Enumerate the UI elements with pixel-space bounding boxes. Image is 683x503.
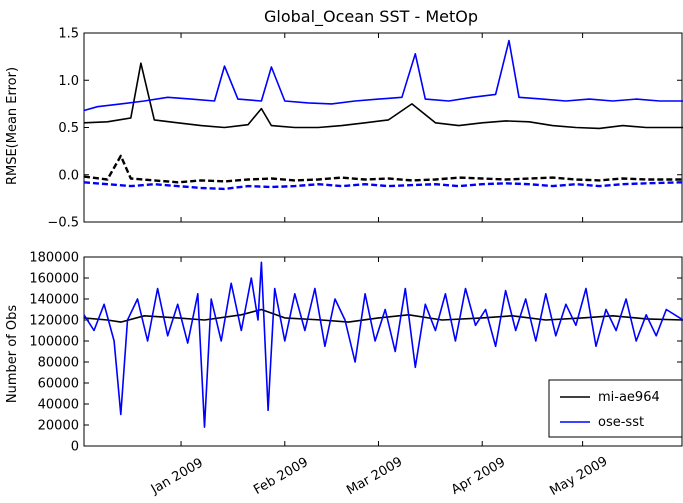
xtick-label: May 2009	[547, 454, 610, 499]
top-ytick-label: 0.0	[58, 168, 79, 183]
series-line-ose-sst-rmse	[83, 39, 683, 112]
legend-label-ose-sst: ose-sst	[598, 415, 644, 430]
series-line-ose-sst-mean_error	[83, 181, 683, 191]
series-line-mi-ae964-rmse	[83, 62, 683, 130]
xtick-label: Mar 2009	[344, 455, 405, 499]
bottom-series-group	[83, 261, 683, 428]
top-y-ticks: 1.5 1.0 0.5 0.0 −0.5	[47, 27, 682, 231]
xtick-label: Apr 2009	[449, 455, 508, 498]
xtick-label: Jan 2009	[148, 456, 206, 498]
legend-box	[548, 379, 683, 438]
bottom-ytick-label: 40000	[38, 398, 79, 413]
top-ytick-label: 1.0	[58, 74, 79, 89]
series-line-ose-sst	[83, 261, 683, 428]
chart-title: Global_Ocean SST - MetOp	[264, 7, 478, 27]
bottom-plot-frame	[83, 256, 683, 447]
top-series-group	[83, 39, 683, 191]
bottom-ytick-label: 100000	[29, 335, 79, 350]
xtick-label: Feb 2009	[251, 455, 311, 498]
x-ticks: Jan 2009 Feb 2009 Mar 2009 Apr 2009 May 2009	[148, 33, 610, 499]
bottom-ytick-label: 0	[71, 440, 79, 455]
bottom-ytick-label: 140000	[29, 293, 79, 308]
series-line-mi-ae964	[83, 308, 683, 323]
bottom-ytick-label: 180000	[29, 251, 79, 266]
bottom-ytick-label: 60000	[38, 377, 79, 392]
bottom-y-axis-label: Number of Obs	[5, 305, 20, 404]
top-ytick-label: 1.5	[58, 27, 79, 42]
bottom-ytick-label: 80000	[38, 356, 79, 371]
bottom-ytick-label: 20000	[38, 419, 79, 434]
bottom-ytick-label: 160000	[29, 272, 79, 287]
legend-label-mi-ae964: mi-ae964	[598, 390, 660, 405]
top-ytick-label: 0.5	[58, 121, 79, 136]
bottom-ytick-label: 120000	[29, 314, 79, 329]
legend: mi-ae964 ose-sst	[548, 379, 683, 438]
bottom-y-ticks: 180000 160000 140000 120000 100000 80000 60000…	[29, 251, 682, 455]
top-ytick-label: −0.5	[47, 216, 79, 231]
series-line-mi-ae964-mean_error	[83, 154, 683, 184]
rmse-panel: 1.5 1.0 0.5 0.0 −0.5	[47, 27, 683, 231]
top-y-axis-label: RMSE(Mean Error)	[5, 67, 20, 185]
